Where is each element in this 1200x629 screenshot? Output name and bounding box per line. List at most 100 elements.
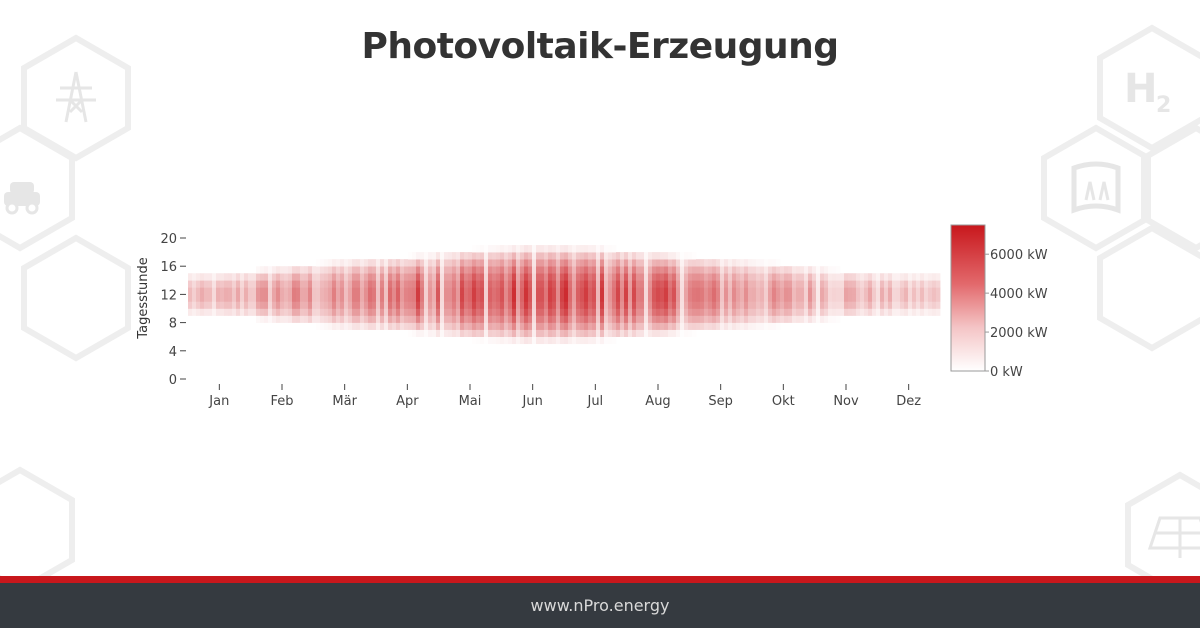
heatmap-cell <box>708 287 713 295</box>
heatmap-column <box>800 266 805 323</box>
heatmap-cell <box>752 266 757 274</box>
heatmap-cell <box>536 266 541 274</box>
heatmap-cell <box>672 315 677 323</box>
heatmap-cell <box>832 287 837 295</box>
heatmap-cell <box>496 266 501 274</box>
heatmap-cell <box>748 266 753 274</box>
heatmap-cell <box>296 301 301 309</box>
heatmap-cell <box>576 329 581 337</box>
heatmap-cell <box>668 273 673 281</box>
heatmap-cell <box>832 273 837 281</box>
heatmap-cell <box>744 301 749 309</box>
heatmap-cell <box>596 301 601 309</box>
heatmap-column <box>372 259 377 330</box>
heatmap-cell <box>576 266 581 274</box>
heatmap-cell <box>800 301 805 309</box>
heatmap-cell <box>528 287 533 295</box>
heatmap-column <box>856 273 861 316</box>
heatmap-cell <box>832 308 837 316</box>
heatmap-cell <box>440 294 445 302</box>
heatmap-column <box>784 266 789 323</box>
heatmap-cell <box>616 252 621 260</box>
heatmap-cell <box>808 315 813 323</box>
heatmap-cell <box>480 280 485 288</box>
heatmap-cell <box>680 308 685 316</box>
heatmap-cell <box>856 273 861 281</box>
heatmap-cell <box>416 315 421 323</box>
heatmap-cell <box>864 280 869 288</box>
heatmap-cell <box>552 308 557 316</box>
heatmap-cell <box>412 301 417 309</box>
heatmap-cell <box>564 315 569 323</box>
heatmap-cell <box>584 280 589 288</box>
heatmap-cell <box>528 336 533 345</box>
heatmap-cell <box>656 329 661 337</box>
heatmap-cell <box>456 294 461 302</box>
heatmap-cell <box>328 259 333 267</box>
heatmap-cell <box>496 287 501 295</box>
heatmap-cell <box>720 294 725 302</box>
heatmap-cell <box>784 287 789 295</box>
y-tick-label: 16 <box>160 260 177 275</box>
heatmap-cell <box>380 294 385 302</box>
heatmap-cell <box>424 266 429 274</box>
heatmap-cell <box>476 287 481 295</box>
heatmap-cell <box>548 329 553 337</box>
heatmap-cell <box>524 336 529 345</box>
heatmap-cell <box>424 287 429 295</box>
x-tick-label: Jun <box>522 394 543 409</box>
heatmap-cell <box>788 308 793 316</box>
heatmap-cell <box>680 259 685 267</box>
heatmap-cell <box>464 259 469 267</box>
heatmap-cell <box>580 245 585 253</box>
heatmap-cell <box>524 294 529 302</box>
heatmap-column <box>732 259 737 330</box>
heatmap-cell <box>608 273 613 281</box>
heatmap-cell <box>256 266 261 274</box>
heatmap-cell <box>864 273 869 281</box>
heatmap-cell <box>836 273 841 281</box>
heatmap-column <box>400 259 405 330</box>
y-tick-label: 4 <box>169 345 177 360</box>
heatmap-cell <box>524 322 529 330</box>
heatmap-cell <box>344 259 349 267</box>
heatmap-cell <box>396 301 401 309</box>
heatmap-cell <box>400 322 405 330</box>
heatmap-cell <box>520 245 525 253</box>
heatmap-cell <box>572 308 577 316</box>
heatmap-cell <box>264 308 269 316</box>
heatmap-cell <box>524 308 529 316</box>
heatmap-cell <box>464 273 469 281</box>
heatmap-cell <box>908 294 913 302</box>
heatmap-cell <box>892 294 897 302</box>
heatmap-cell <box>704 315 709 323</box>
heatmap-cell <box>720 322 725 330</box>
heatmap-cell <box>784 266 789 274</box>
heatmap-cell <box>292 301 297 309</box>
heatmap-cell <box>372 315 377 323</box>
heatmap-cell <box>808 273 813 281</box>
heatmap-cell <box>372 266 377 274</box>
x-axis: Jan Feb Mär Apr Mai Jun Jul Aug Sep Okt Nov Dez <box>208 384 921 409</box>
heatmap-cell <box>368 315 373 323</box>
heatmap-cell <box>516 273 521 281</box>
heatmap-cell <box>444 329 449 337</box>
heatmap-cell <box>392 273 397 281</box>
heatmap-cell <box>676 280 681 288</box>
heatmap-cell <box>744 322 749 330</box>
heatmap-cell <box>204 308 209 316</box>
heatmap-cell <box>624 287 629 295</box>
heatmap-cell <box>384 273 389 281</box>
heatmap-column <box>320 259 325 330</box>
heatmap-cell <box>900 287 905 295</box>
heatmap-column <box>564 245 569 345</box>
heatmap-cell <box>308 308 313 316</box>
heatmap-cell <box>628 315 633 323</box>
heatmap-cell <box>212 273 217 281</box>
heatmap-cell <box>468 259 473 267</box>
heatmap-cell <box>348 301 353 309</box>
heatmap-cell <box>832 280 837 288</box>
heatmap-cell <box>764 315 769 323</box>
heatmap-cell <box>324 280 329 288</box>
heatmap-cell <box>264 280 269 288</box>
